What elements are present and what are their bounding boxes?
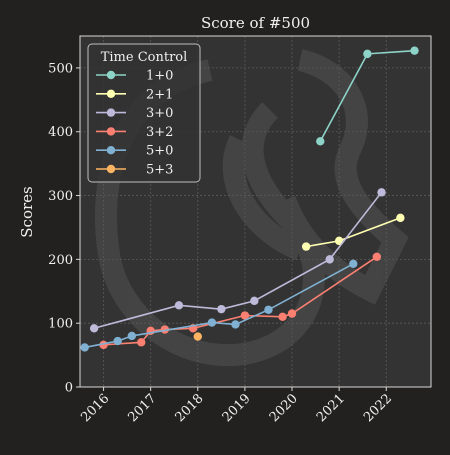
- legend-swatch-marker: [106, 108, 116, 117]
- legend-label: 3+2: [146, 125, 173, 140]
- data-point[interactable]: [240, 311, 250, 320]
- data-point[interactable]: [396, 213, 405, 223]
- data-point[interactable]: [301, 242, 311, 251]
- data-point[interactable]: [363, 49, 372, 59]
- data-point[interactable]: [325, 255, 334, 264]
- plot-frame: [79, 35, 432, 388]
- legend-title: Time Control: [101, 50, 188, 65]
- data-point[interactable]: [264, 305, 273, 314]
- data-point[interactable]: [250, 296, 259, 306]
- legend-swatch-marker: [106, 89, 116, 99]
- legend-label: 5+0: [146, 144, 173, 159]
- data-point[interactable]: [316, 137, 325, 146]
- data-point[interactable]: [377, 188, 386, 197]
- legend-swatch-marker: [106, 70, 116, 80]
- data-point[interactable]: [410, 46, 419, 55]
- data-point[interactable]: [334, 236, 344, 246]
- y-tick-label: 500: [48, 61, 73, 76]
- data-point[interactable]: [217, 304, 226, 314]
- chart-title: Score of #500: [201, 14, 310, 32]
- legend-item[interactable]: 1+0: [96, 69, 173, 84]
- legend-label: 5+3: [146, 163, 173, 178]
- series-5-plus-0: [80, 259, 358, 352]
- legend-swatch-marker: [106, 127, 116, 136]
- y-tick-label: 200: [48, 253, 73, 268]
- data-point[interactable]: [372, 252, 382, 262]
- legend-items: 1+0 2+1 3+0 3+2 5+0 5+3: [96, 69, 173, 178]
- data-point[interactable]: [160, 325, 170, 334]
- data-point[interactable]: [113, 336, 122, 346]
- series-layer: [80, 46, 419, 352]
- y-tick-label: 300: [48, 189, 73, 204]
- legend-item[interactable]: 2+1: [96, 87, 173, 102]
- legend-box: [87, 43, 201, 183]
- data-point[interactable]: [174, 301, 184, 310]
- legend[interactable]: Time Control 1+0 2+1 3+0 3+2 5+0 5+3: [87, 43, 201, 183]
- legend-item[interactable]: 5+3: [96, 163, 173, 178]
- y-axis-label: Scores: [18, 186, 36, 237]
- series-line: [93, 191, 383, 330]
- data-point[interactable]: [207, 318, 217, 327]
- legend-item[interactable]: 3+2: [96, 125, 173, 140]
- y-axis: 0 100 200 300 400 500: [48, 61, 80, 396]
- y-tick-label: 0: [65, 381, 73, 396]
- legend-item[interactable]: 5+0: [96, 144, 173, 159]
- legend-swatch-marker: [106, 146, 116, 155]
- series-3-plus-2: [99, 252, 382, 350]
- data-point[interactable]: [193, 332, 202, 341]
- data-point[interactable]: [287, 309, 297, 318]
- data-point[interactable]: [80, 343, 89, 352]
- legend-label: 1+0: [146, 69, 173, 84]
- legend-label: 2+1: [146, 87, 173, 102]
- series-3-plus-0: [89, 188, 386, 333]
- series-5-plus-3: [193, 332, 202, 341]
- legend-item[interactable]: 3+0: [96, 106, 173, 121]
- y-tick-label: 400: [48, 125, 73, 140]
- y-tick-label: 100: [48, 317, 73, 332]
- data-point[interactable]: [89, 324, 99, 333]
- data-point[interactable]: [137, 338, 146, 347]
- series-1-plus-0: [316, 46, 419, 146]
- data-point[interactable]: [349, 259, 358, 269]
- legend-label: 3+0: [146, 106, 173, 121]
- data-point[interactable]: [231, 320, 240, 329]
- data-point[interactable]: [278, 312, 287, 321]
- data-point[interactable]: [127, 331, 137, 341]
- series-2-plus-1: [301, 213, 405, 251]
- legend-swatch-marker: [106, 164, 116, 174]
